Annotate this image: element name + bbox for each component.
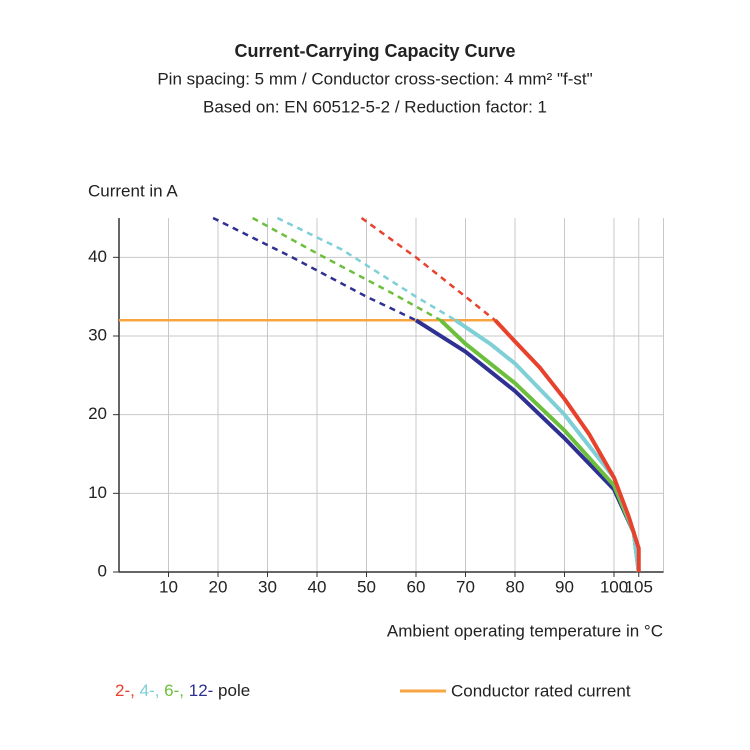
x-tick-label: 100 — [600, 577, 628, 596]
y-tick-label: 20 — [88, 404, 107, 423]
legend-entry: 6-, — [164, 681, 184, 700]
legend-entry: 4-, — [140, 681, 160, 700]
legend-entry: 2-, — [115, 681, 135, 700]
subtitle: Based on: EN 60512-5-2 / Reduction facto… — [203, 97, 547, 116]
x-tick-label: 20 — [209, 577, 228, 596]
legend-suffix: pole — [218, 681, 250, 700]
x-tick-label: 90 — [555, 577, 574, 596]
x-tick-label: 60 — [407, 577, 426, 596]
dashed-line — [276, 216, 457, 322]
y-tick-label: 30 — [88, 325, 107, 344]
y-tick-label: 0 — [98, 561, 107, 580]
line — [493, 318, 641, 572]
x-tick-label: 80 — [506, 577, 525, 596]
line — [414, 318, 641, 573]
legend: 2-, 4-, 6-, 12- pole — [115, 681, 250, 700]
x-tick-label: 105 — [625, 577, 653, 596]
y-tick-label: 40 — [88, 247, 107, 266]
x-tick-label: 70 — [456, 577, 475, 596]
legend-entry: Conductor rated current — [451, 681, 631, 700]
subtitle: Pin spacing: 5 mm / Conductor cross-sect… — [157, 69, 592, 88]
legend-entry: 12- — [189, 681, 214, 700]
x-tick-label: 40 — [308, 577, 327, 596]
x-axis-label: Ambient operating temperature in °C — [387, 621, 663, 640]
x-tick-label: 10 — [159, 577, 178, 596]
y-axis-label: Current in A — [88, 181, 178, 200]
dashed-line — [360, 216, 496, 322]
x-tick-label: 50 — [357, 577, 376, 596]
dashed-line — [212, 216, 417, 322]
y-tick-label: 10 — [88, 483, 107, 502]
dashed-line — [252, 216, 442, 322]
chart-title: Current-Carrying Capacity Curve — [234, 41, 515, 61]
x-tick-label: 30 — [258, 577, 277, 596]
